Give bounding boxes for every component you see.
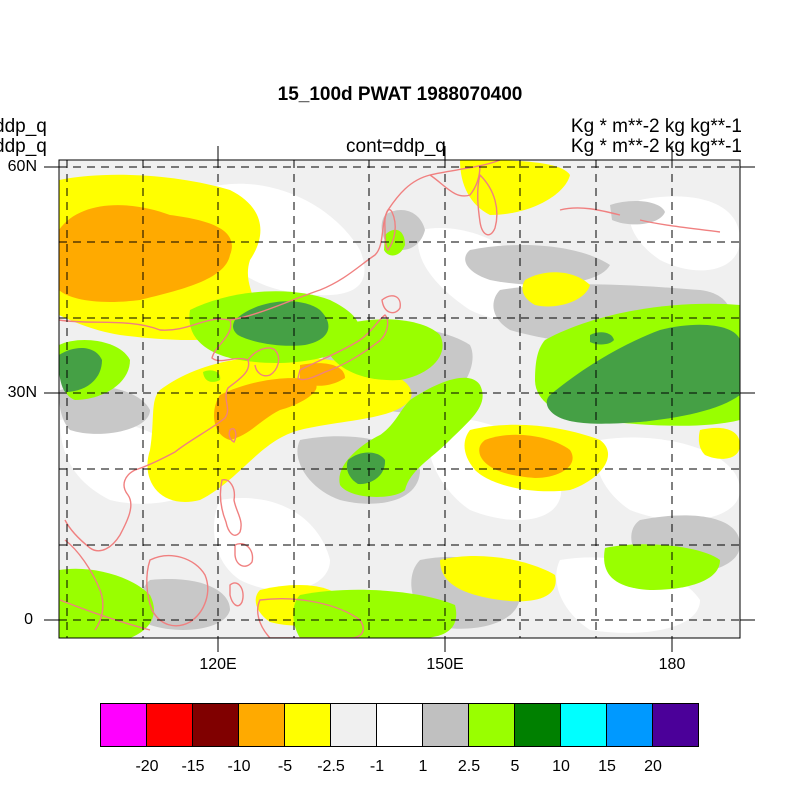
colorbar-label: -1 (369, 758, 385, 775)
colorbar-label: -20 (135, 758, 159, 775)
coastline-philippines-south (234, 543, 254, 567)
field-darkgreen-region (546, 324, 740, 424)
field-green-region (203, 370, 221, 382)
tick-marks (44, 146, 755, 652)
colorbar-label: 5 (510, 758, 520, 775)
coastline-kamchatka (477, 173, 498, 236)
coastline-taiwan (228, 428, 237, 443)
colorbar (100, 703, 699, 747)
colorbar-box (514, 703, 561, 747)
colorbar-label: -5 (277, 758, 293, 775)
field-darkgreen-region (346, 452, 386, 485)
left-subtitle-2: ddp_q (0, 136, 47, 157)
colorbar-box (238, 703, 285, 747)
lat-label-60n: 60N (7, 158, 37, 175)
colorbar-label: 20 (644, 758, 662, 775)
field-darkgreen-region (59, 348, 102, 392)
field-yellow-region (440, 555, 556, 602)
colorbar-label: 10 (552, 758, 570, 775)
field-green-region (293, 589, 457, 638)
colorbar-box (330, 703, 377, 747)
field-grey-blob (465, 245, 610, 285)
colorbar-box (284, 703, 331, 747)
colorbar-box (560, 703, 607, 747)
coastline-okhotsk (429, 164, 481, 197)
colorbar-box (652, 703, 699, 747)
colorbar-label: 1 (418, 758, 428, 775)
right-subtitle-1: Kg * m**-2 kg kg**-1 (570, 116, 742, 137)
field-orange-region (214, 378, 317, 440)
field-darkgreen-region (233, 301, 329, 346)
field-orange-region (479, 434, 573, 478)
colorbar-label: 15 (598, 758, 616, 775)
field-yellow-region (460, 160, 570, 215)
gridlines (59, 160, 740, 638)
field-white-band (596, 437, 740, 521)
field-orange-region (59, 205, 232, 302)
coastline-sunda (59, 599, 151, 631)
coastline-aleutians (559, 207, 721, 233)
coastline-korea (247, 347, 280, 377)
coastline-philippines (219, 479, 242, 536)
colorbar-label: 2.5 (457, 758, 481, 775)
field-yellow-region (698, 427, 740, 459)
colorbar-label: -10 (227, 758, 251, 775)
field-green-region (604, 544, 720, 590)
colorbar-label: -2.5 (317, 758, 345, 775)
coastline (59, 160, 721, 638)
coastline-sulawesi (229, 582, 244, 607)
coastline-russia (229, 160, 501, 321)
field-yellow-region (522, 272, 590, 307)
coastline-malaya (64, 539, 104, 631)
lon-label-180: 180 (658, 656, 686, 673)
lon-label-120e: 120E (199, 656, 237, 673)
left-subtitle-1: ddp_q (0, 116, 47, 137)
coastline-asia (59, 318, 250, 552)
colorbar-box (100, 703, 147, 747)
lon-label-150e: 150E (426, 656, 464, 673)
field-white-band (214, 498, 330, 591)
field-green-region (326, 319, 443, 381)
colorbar-box (192, 703, 239, 747)
coastline-newguinea (257, 598, 364, 638)
plot-frame (58, 159, 741, 639)
coastline-borneo (146, 554, 209, 627)
colorbar-box (468, 703, 515, 747)
colorbar-label: -15 (181, 758, 205, 775)
field-grey-blob (610, 200, 665, 225)
colorbar-box (422, 703, 469, 747)
coastline-sakhalin (384, 209, 396, 252)
lat-label-30n: 30N (7, 384, 37, 401)
lat-label-0: 0 (24, 611, 33, 628)
field-green-region (59, 568, 154, 638)
map-field (59, 160, 740, 638)
colorbar-box (146, 703, 193, 747)
map-title: 15_100d PWAT 1988070400 (277, 84, 523, 105)
colorbar-box (376, 703, 423, 747)
coastline-hokkaido (381, 295, 401, 314)
coastline-japan (297, 314, 389, 381)
center-subtitle: cont=ddp_q (346, 136, 446, 157)
right-subtitle-2: Kg * m**-2 kg kg**-1 (570, 136, 742, 157)
colorbar-box (606, 703, 653, 747)
